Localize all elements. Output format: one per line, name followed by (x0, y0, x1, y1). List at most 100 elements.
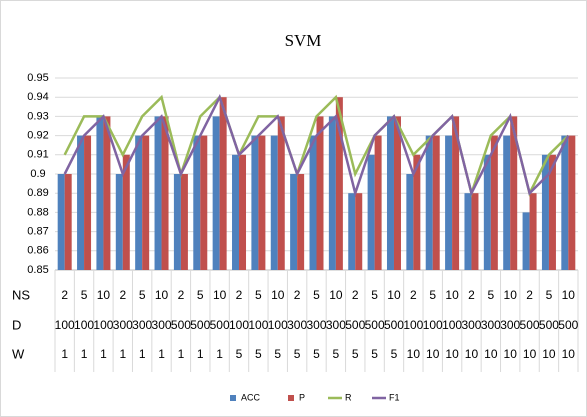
bar (193, 135, 201, 270)
x-tick-label: 500 (520, 318, 540, 332)
bar (490, 135, 498, 270)
x-tick-label: 5 (429, 288, 436, 302)
x-tick-label: 1 (197, 347, 204, 361)
x-tick-label: 5 (274, 347, 281, 361)
bar (173, 174, 181, 270)
bar (270, 135, 278, 270)
bar (355, 193, 363, 270)
x-tick-label: 5 (333, 347, 340, 361)
x-tick-label: 5 (313, 288, 320, 302)
x-tick-label: 10 (426, 347, 440, 361)
bar (154, 116, 162, 271)
x-tick-label: 2 (468, 288, 475, 302)
x-tick-label: 10 (329, 288, 343, 302)
legend-label: P (299, 392, 305, 402)
x-tick-label: 100 (423, 318, 443, 332)
x-tick-label: 10 (97, 288, 111, 302)
x-tick-label: 5 (294, 347, 301, 361)
bar (115, 174, 123, 270)
x-tick-label: 2 (178, 288, 185, 302)
x-tick-label: 300 (132, 318, 152, 332)
x-tick-label: 500 (558, 318, 578, 332)
bar (239, 154, 247, 270)
x-tick-label: 100 (403, 318, 423, 332)
y-tick-label: 0.95 (27, 72, 48, 84)
legend-label: F1 (389, 392, 400, 402)
x-tick-label: 10 (271, 288, 285, 302)
x-tick-label: 2 (294, 288, 301, 302)
x-tick-label: 2 (236, 288, 243, 302)
line (63, 94, 570, 198)
x-tick-label: 1 (100, 347, 107, 361)
legend-label: ACC (241, 392, 261, 402)
bar (413, 154, 421, 270)
x-tick-label: 100 (55, 318, 75, 332)
legend-swatch (230, 395, 236, 401)
x-tick-label: 1 (178, 347, 185, 361)
bar (548, 154, 556, 270)
bar (348, 193, 356, 270)
y-tick-label: 0.89 (27, 187, 48, 199)
bar (161, 116, 169, 271)
bar (432, 135, 440, 270)
chart-title: SVM (285, 31, 322, 50)
bar (503, 135, 511, 270)
x-tick-label: 5 (236, 347, 243, 361)
bar (335, 97, 343, 270)
bar (309, 135, 317, 270)
x-tick-label: 300 (113, 318, 133, 332)
bar (316, 116, 324, 271)
x-tick-label: 100 (229, 318, 249, 332)
bar (328, 116, 336, 271)
bar (406, 174, 414, 270)
x-tick-label: 100 (248, 318, 268, 332)
bar (135, 135, 143, 270)
x-tick-label: 1 (81, 347, 88, 361)
y-tick-label: 0.87 (27, 226, 48, 238)
bar (510, 116, 518, 271)
bar (96, 116, 104, 271)
bar (180, 174, 188, 270)
x-tick-label: 300 (306, 318, 326, 332)
x-tick-label: 100 (74, 318, 94, 332)
y-tick-label: 0.92 (27, 130, 48, 142)
x-tick-label: 5 (391, 347, 398, 361)
bar (84, 135, 92, 270)
bar (297, 174, 305, 270)
bar (122, 154, 130, 270)
row-heading: D (12, 317, 21, 332)
bar (445, 135, 453, 270)
x-tick-label: 300 (481, 318, 501, 332)
bar (212, 116, 220, 271)
x-tick-label: 1 (61, 347, 68, 361)
bar (251, 135, 259, 270)
x-tick-label: 10 (484, 347, 498, 361)
x-tick-label: 10 (504, 347, 518, 361)
x-tick-label: 300 (287, 318, 307, 332)
bar (568, 135, 576, 270)
x-tick-label: 500 (539, 318, 559, 332)
x-tick-label: 5 (313, 347, 320, 361)
x-tick-label: 300 (500, 318, 520, 332)
x-tick-label: 2 (119, 288, 126, 302)
bar (77, 135, 85, 270)
bar (393, 116, 401, 271)
legend-swatch (288, 395, 294, 401)
x-tick-label: 500 (365, 318, 385, 332)
x-tick-label: 500 (345, 318, 365, 332)
bar (200, 135, 208, 270)
bar (541, 154, 549, 270)
bar (142, 135, 150, 270)
x-tick-label: 500 (210, 318, 230, 332)
x-tick-label: 500 (190, 318, 210, 332)
bar (290, 174, 298, 270)
x-tick-label: 10 (213, 288, 227, 302)
bar (529, 193, 537, 270)
x-tick-label: 2 (352, 288, 359, 302)
bar (367, 154, 375, 270)
x-tick-label: 100 (442, 318, 462, 332)
x-tick-label: 2 (526, 288, 533, 302)
bar (57, 174, 65, 270)
y-tick-label: 0.91 (27, 149, 48, 161)
